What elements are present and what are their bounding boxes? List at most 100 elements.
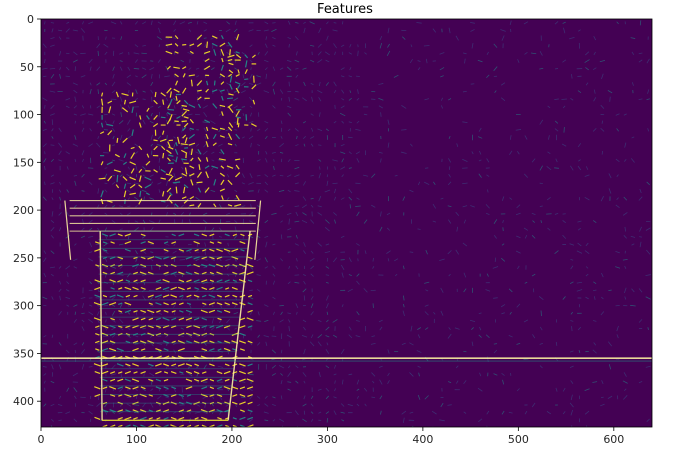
cactus-stroke — [139, 190, 142, 197]
cactus-stroke — [153, 99, 158, 105]
texture-stroke — [486, 425, 488, 427]
texture-stroke — [81, 212, 85, 216]
cactus-stroke — [182, 108, 190, 112]
texture-stroke — [493, 373, 498, 376]
texture-stroke — [119, 66, 123, 71]
pot-body-stroke — [171, 386, 177, 390]
texture-stroke — [156, 36, 162, 40]
texture-stroke — [249, 44, 253, 48]
texture-stroke — [65, 265, 71, 270]
texture-stroke — [616, 21, 619, 25]
texture-stroke — [631, 51, 635, 56]
texture-stroke — [164, 37, 170, 39]
texture-stroke — [417, 60, 421, 62]
texture-stroke — [500, 304, 506, 308]
texture-stroke — [234, 327, 238, 330]
texture-stroke — [341, 379, 344, 385]
pot-body-stroke — [124, 378, 131, 382]
texture-stroke — [203, 29, 207, 32]
pot-body-stroke — [110, 371, 116, 374]
cactus-stroke — [166, 149, 172, 155]
texture-stroke — [44, 165, 46, 171]
texture-stroke — [371, 396, 376, 399]
texture-stroke — [217, 159, 224, 162]
texture-stroke — [74, 120, 77, 124]
cactus-stroke — [227, 58, 233, 62]
texture-stroke — [301, 204, 308, 209]
texture-stroke — [73, 304, 78, 307]
texture-stroke — [623, 113, 627, 116]
texture-stroke — [540, 220, 543, 224]
texture-stroke — [88, 304, 93, 307]
texture-stroke — [142, 219, 146, 224]
cactus-stroke — [123, 190, 127, 198]
texture-stroke — [577, 242, 582, 247]
cactus-stroke — [213, 179, 217, 186]
texture-stroke — [303, 181, 306, 186]
texture-stroke — [340, 411, 345, 414]
texture-stroke — [103, 43, 109, 48]
texture-stroke — [530, 52, 537, 55]
texture-stroke — [80, 113, 86, 116]
texture-stroke — [58, 266, 62, 269]
texture-stroke — [111, 81, 116, 87]
texture-stroke — [135, 311, 138, 316]
texture-stroke — [264, 235, 269, 238]
texture-stroke — [218, 113, 223, 116]
pot-body-stroke — [102, 386, 108, 390]
texture-stroke — [624, 226, 627, 232]
texture-stroke — [173, 212, 177, 216]
pot-body-stroke — [94, 371, 101, 375]
texture-stroke — [272, 37, 276, 40]
texture-stroke — [141, 250, 147, 254]
pot-body-stroke — [185, 317, 193, 321]
texture-stroke — [584, 174, 590, 177]
pot-body-stroke — [93, 317, 101, 321]
cactus-stroke — [196, 34, 203, 40]
pot-body-stroke — [133, 279, 138, 283]
texture-stroke — [189, 158, 191, 163]
texture-stroke — [241, 106, 246, 108]
texture-stroke — [562, 21, 566, 24]
texture-stroke — [355, 151, 361, 155]
texture-stroke — [607, 395, 613, 399]
cactus-stroke — [203, 65, 211, 71]
texture-stroke — [562, 59, 567, 63]
texture-stroke — [639, 241, 642, 248]
texture-stroke — [378, 97, 384, 101]
texture-stroke — [600, 127, 605, 132]
pot-body-stroke — [247, 401, 253, 405]
cactus-stroke — [204, 119, 211, 124]
texture-stroke — [310, 334, 314, 339]
texture-stroke — [142, 98, 146, 100]
cactus-stroke — [235, 133, 241, 140]
texture-stroke — [142, 90, 146, 93]
texture-stroke — [257, 189, 260, 193]
texture-stroke — [578, 159, 581, 162]
cactus-stroke — [220, 149, 225, 155]
texture-stroke — [478, 312, 482, 315]
texture-stroke — [134, 151, 139, 155]
texture-stroke — [378, 365, 383, 368]
pot-body-stroke — [179, 310, 184, 313]
texture-stroke — [593, 281, 597, 284]
texture-stroke — [271, 404, 276, 406]
texture-stroke — [264, 59, 269, 63]
cactus-stroke — [153, 114, 158, 120]
pot-body-stroke — [93, 301, 101, 306]
pot-body-stroke — [193, 371, 200, 375]
texture-stroke — [66, 304, 70, 307]
texture-stroke — [95, 297, 102, 299]
texture-stroke — [150, 251, 154, 253]
texture-stroke — [50, 403, 55, 407]
pot-body-stroke — [101, 363, 109, 367]
texture-stroke — [394, 175, 398, 177]
texture-stroke — [424, 311, 429, 316]
texture-stroke — [103, 250, 109, 254]
texture-stroke — [638, 288, 643, 293]
texture-stroke — [73, 51, 78, 56]
texture-stroke — [456, 380, 459, 384]
texture-stroke — [250, 204, 252, 209]
texture-stroke — [50, 418, 54, 422]
texture-stroke — [310, 174, 314, 177]
